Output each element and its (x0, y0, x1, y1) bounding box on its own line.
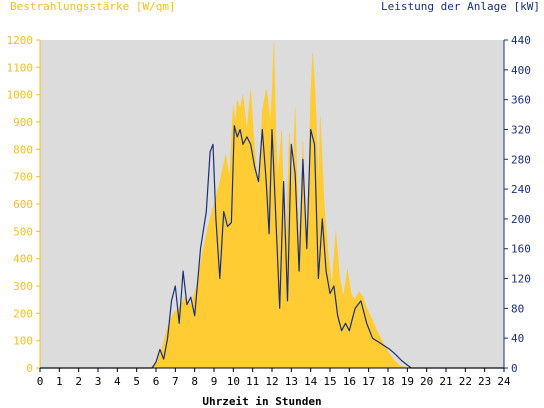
x-tick-label: 11 (246, 375, 259, 388)
x-tick-label: 20 (420, 375, 433, 388)
left-tick-label: 800 (13, 143, 33, 156)
left-tick-label: 700 (13, 171, 33, 184)
x-tick-label: 21 (439, 375, 452, 388)
x-tick-label: 10 (227, 375, 240, 388)
x-tick-label: 23 (478, 375, 491, 388)
left-tick-label: 200 (13, 307, 33, 320)
x-tick-label: 19 (401, 375, 414, 388)
right-tick-label: 400 (511, 64, 531, 77)
x-tick-label: 4 (114, 375, 121, 388)
x-tick-label: 6 (153, 375, 160, 388)
right-tick-label: 120 (511, 273, 531, 286)
left-tick-label: 500 (13, 225, 33, 238)
right-tick-label: 440 (511, 34, 531, 47)
left-tick-label: 400 (13, 253, 33, 266)
x-tick-label: 2 (75, 375, 82, 388)
right-tick-label: 320 (511, 123, 531, 136)
x-tick-label: 9 (211, 375, 218, 388)
x-tick-label: 12 (265, 375, 278, 388)
x-tick-label: 5 (133, 375, 140, 388)
x-tick-label: 15 (323, 375, 336, 388)
right-tick-label: 0 (511, 362, 518, 375)
x-tick-label: 7 (172, 375, 179, 388)
left-axis-ticks: 0 100 200 300 400 500 600 700 800 900 1000 1100 1200 (7, 34, 40, 375)
x-axis-ticks: 0 1 2 3 4 5 6 7 8 9 10 11 12 13 14 15 16 17 18 19 20 21 22 23 24 (37, 368, 511, 388)
x-tick-label: 22 (459, 375, 472, 388)
left-tick-label: 600 (13, 198, 33, 211)
x-axis-title: Uhrzeit in Stunden (202, 395, 321, 408)
power-line (40, 125, 504, 369)
left-tick-label: 900 (13, 116, 33, 129)
x-tick-label: 24 (497, 375, 511, 388)
right-axis-title: Leistung der Anlage [kW] (381, 0, 540, 13)
right-tick-label: 80 (511, 302, 524, 315)
x-tick-label: 3 (95, 375, 102, 388)
right-tick-label: 160 (511, 243, 531, 256)
x-tick-label: 14 (304, 375, 318, 388)
right-tick-label: 360 (511, 94, 531, 107)
left-tick-label: 100 (13, 335, 33, 348)
left-axis-title: Bestrahlungsstärke [W/qm] (10, 0, 176, 13)
left-tick-label: 1000 (7, 89, 34, 102)
right-tick-label: 280 (511, 153, 531, 166)
irradiance-area (40, 42, 504, 369)
left-tick-label: 0 (26, 362, 33, 375)
left-tick-label: 1200 (7, 34, 34, 47)
x-tick-label: 16 (343, 375, 356, 388)
x-tick-label: 0 (37, 375, 44, 388)
left-tick-label: 1100 (7, 61, 34, 74)
x-tick-label: 13 (285, 375, 298, 388)
x-tick-label: 17 (362, 375, 375, 388)
x-tick-label: 1 (56, 375, 63, 388)
left-tick-label: 300 (13, 280, 33, 293)
right-axis-ticks: 0 40 80 120 160 200 240 280 320 360 400 440 (504, 34, 531, 375)
right-tick-label: 40 (511, 332, 524, 345)
x-tick-label: 18 (381, 375, 394, 388)
x-tick-label: 8 (191, 375, 198, 388)
right-tick-label: 200 (511, 213, 531, 226)
right-tick-label: 240 (511, 183, 531, 196)
